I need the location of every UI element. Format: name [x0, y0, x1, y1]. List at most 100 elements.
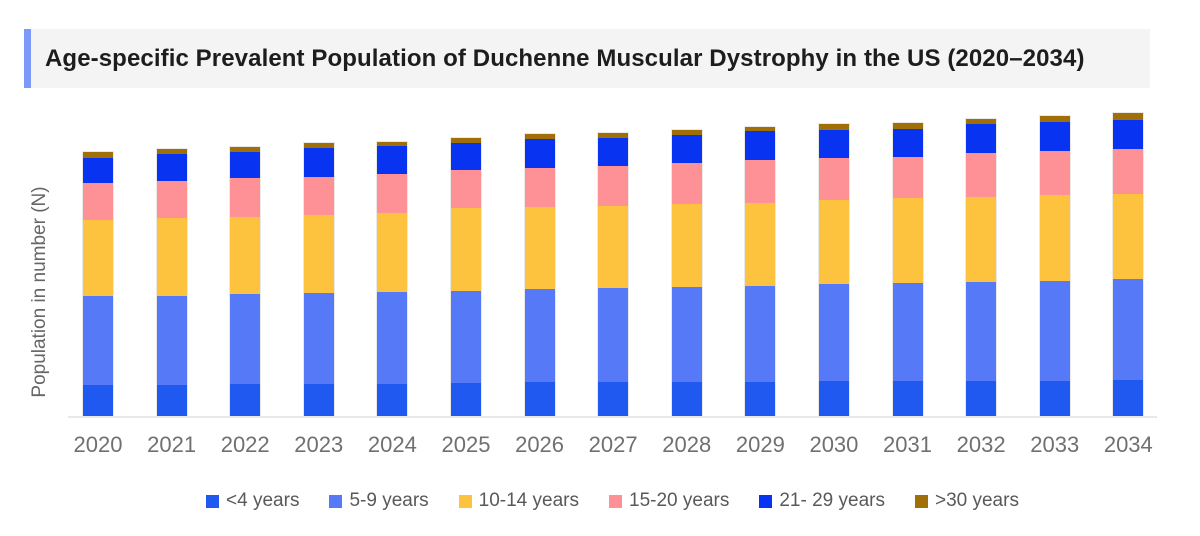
legend-swatch [759, 494, 773, 508]
bar-segment [598, 288, 629, 382]
legend-swatch [609, 494, 622, 508]
bar-segment [83, 152, 113, 158]
bar-segment [156, 296, 187, 385]
bar-segment [230, 178, 261, 217]
bar-segment [83, 296, 113, 385]
bar-column [437, 100, 495, 416]
bar-segment [230, 152, 261, 178]
bar-segment [303, 143, 334, 148]
bar-segment [1039, 116, 1070, 122]
legend-swatch [914, 494, 928, 508]
bar-segment [377, 292, 408, 384]
bar-column [1026, 100, 1084, 416]
x-axis-label: 2026 [515, 432, 565, 457]
bar-column [216, 100, 274, 416]
bar-segment [303, 148, 334, 177]
bar-column [1099, 100, 1157, 416]
x-axis-label: 2024 [367, 432, 417, 457]
bar-segment [598, 133, 629, 138]
bar-segment [450, 208, 481, 291]
legend-item: 15-20 years [609, 490, 729, 512]
bar-segment [450, 291, 481, 383]
bar-segment [1113, 120, 1144, 149]
stacked-bar-2022 [230, 147, 261, 416]
bar-segment [230, 217, 261, 294]
bar-segment [966, 153, 997, 197]
bar-segment [524, 382, 555, 416]
legend-label: <4 years [226, 490, 300, 511]
bar-segment [230, 147, 261, 152]
bar-segment [892, 123, 923, 129]
x-axis-label: 2027 [588, 432, 638, 457]
legend-label: >30 years [934, 490, 1019, 511]
chart-legend: <4 years 5-9 years 10-14 years 15-20 years 2… [68, 488, 1157, 514]
bar-segment [745, 382, 776, 416]
bar-segment [892, 283, 923, 381]
bar-segment [1113, 194, 1144, 279]
stacked-bar-2026 [524, 134, 555, 416]
bar-column [511, 100, 569, 416]
stacked-bar-2032 [966, 119, 997, 416]
y-axis-label: Population in number (N) [29, 186, 50, 398]
bar-segment [83, 158, 113, 183]
bar-segment [83, 385, 113, 416]
bar-segment [83, 220, 113, 296]
bar-segment [818, 284, 849, 381]
bar-segment [83, 183, 113, 220]
bar-segment [1113, 279, 1144, 380]
bar-column [584, 100, 642, 416]
bar-segment [377, 146, 408, 174]
x-axis-label: 2025 [441, 432, 491, 457]
bar-segment [745, 203, 776, 286]
bar-segment [524, 168, 555, 207]
bar-segment [303, 215, 334, 293]
bar-segment [230, 384, 261, 416]
bar-segment [1113, 380, 1144, 416]
x-axis-label: 2022 [220, 432, 270, 457]
stacked-bar-2027 [598, 133, 629, 416]
bar-segment [156, 385, 187, 416]
bar-segment [524, 134, 555, 139]
x-axis-line [68, 416, 1157, 418]
bar-segment [671, 163, 702, 204]
legend-label: 5-9 years [349, 490, 429, 511]
bar-segment [450, 138, 481, 143]
legend-swatch [458, 494, 472, 508]
legend-item: <4 years [206, 490, 299, 512]
legend-swatch [206, 494, 220, 508]
bar-segment [671, 287, 702, 382]
bar-segment [156, 154, 187, 181]
x-axis-label: 2033 [1030, 432, 1080, 457]
bar-segment [303, 293, 334, 384]
bar-segment [818, 381, 849, 416]
bar-column [69, 100, 127, 416]
bar-segment [671, 204, 702, 287]
stacked-bar-2024 [377, 142, 408, 416]
bar-segment [671, 135, 702, 163]
bar-segment [156, 218, 187, 296]
stacked-bar-2023 [303, 143, 334, 416]
legend-item: 5-9 years [329, 490, 429, 512]
x-axis-tick-labels: 2020 2021 2022 2023 2024 2025 2026 2027 2028 2029… [69, 432, 1157, 458]
bar-column [952, 100, 1010, 416]
bar-column [879, 100, 937, 416]
bar-segment [892, 198, 923, 283]
stacked-bar-2034 [1113, 113, 1144, 416]
bar-segment [156, 149, 187, 154]
bar-segment [1039, 195, 1070, 281]
bar-column [143, 100, 201, 416]
bar-segment [671, 130, 702, 135]
x-axis-label: 2034 [1103, 432, 1153, 457]
bar-segment [1039, 122, 1070, 151]
x-axis-label: 2021 [147, 432, 197, 457]
bar-segment [966, 197, 997, 282]
bar-column [290, 100, 348, 416]
stacked-bar-2028 [671, 130, 702, 416]
stacked-bar-2025 [450, 138, 481, 416]
bar-segment [598, 166, 629, 206]
bar-segment [303, 177, 334, 215]
bar-segment [892, 157, 923, 198]
bar-segment [892, 129, 923, 157]
x-axis-label: 2023 [294, 432, 344, 457]
plot-area [69, 100, 1157, 416]
